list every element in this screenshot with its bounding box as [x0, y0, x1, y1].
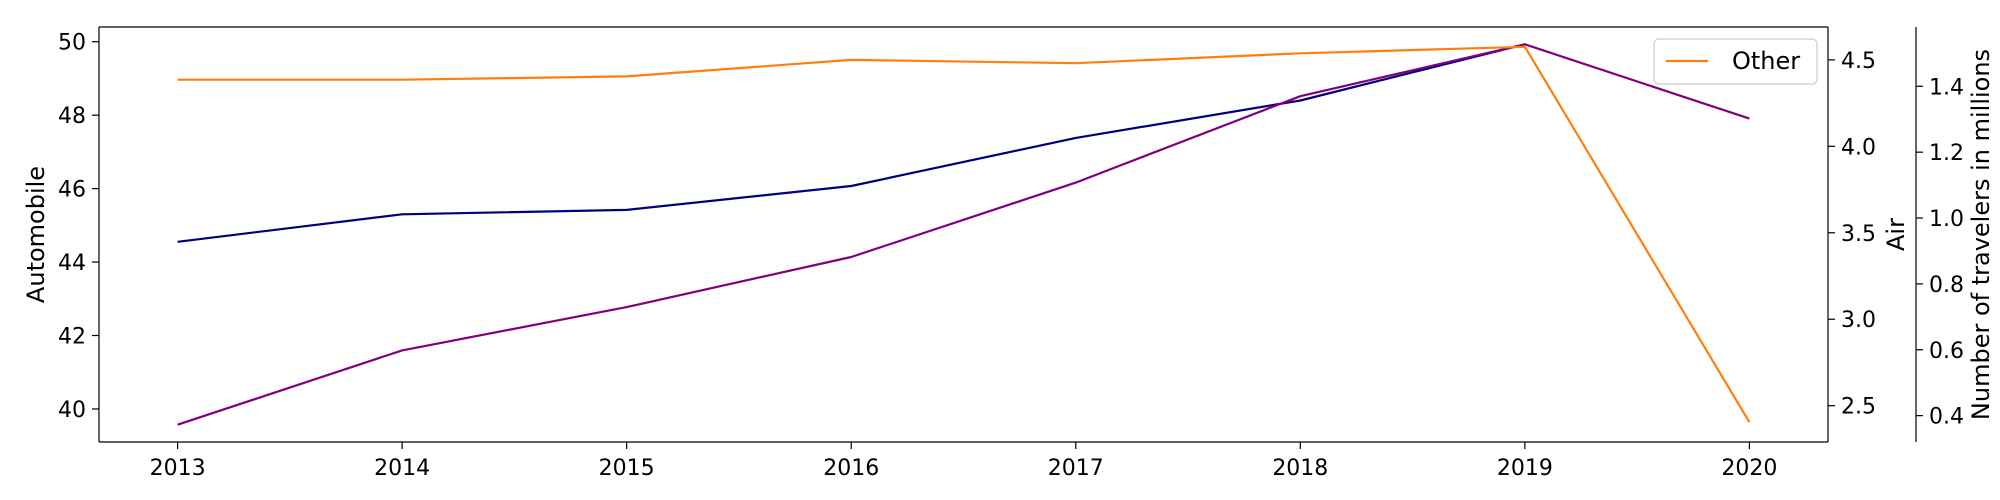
- x-tick-label: 2020: [1721, 456, 1777, 481]
- air-axis-title: Air: [1882, 218, 1910, 251]
- travelers-y-tick-label: 0.6: [1929, 339, 1964, 364]
- legend: Other: [1653, 38, 1818, 85]
- series-line-other: [177, 45, 1751, 423]
- series-line-automobile: [177, 43, 1526, 243]
- left-axis-title: Automobile: [22, 166, 50, 303]
- air-y-tick-label: 4.0: [1841, 135, 1876, 160]
- air-y-tick-label: 2.5: [1841, 395, 1876, 420]
- x-tick-label: 2016: [823, 456, 879, 481]
- x-tick-label: 2017: [1048, 456, 1104, 481]
- left-y-tick-label: 48: [58, 104, 86, 129]
- axes: 2013 2014 2015 2016 2017 2018 2019 2020 40 42 44 46…: [22, 26, 1995, 481]
- plot-area: [177, 43, 1751, 426]
- air-y-tick-label: 3.5: [1841, 222, 1876, 247]
- travelers-axis-title: Number of travelers in millions: [1967, 49, 1995, 420]
- left-y-tick-label: 40: [58, 398, 86, 423]
- travelers-y-tick-label: 1.4: [1929, 75, 1964, 100]
- left-y-tick-label: 50: [58, 31, 86, 56]
- x-tick-label: 2015: [599, 456, 655, 481]
- x-tick-label: 2013: [150, 456, 206, 481]
- left-y-tick-label: 46: [58, 178, 86, 203]
- left-y-tick-label: 42: [58, 324, 86, 349]
- travelers-y-tick-label: 0.4: [1929, 405, 1964, 430]
- travelers-y-tick-label: 1.0: [1929, 207, 1964, 232]
- travelers-y-tick-label: 1.2: [1929, 141, 1964, 166]
- left-y-tick-label: 44: [58, 251, 86, 276]
- x-tick-label: 2018: [1272, 456, 1328, 481]
- travelers-y-tick-label: 0.8: [1929, 273, 1964, 298]
- air-y-tick-label: 4.5: [1841, 49, 1876, 74]
- air-y-tick-label: 3.0: [1841, 308, 1876, 333]
- legend-label-other: Other: [1732, 47, 1800, 75]
- x-tick-label: 2019: [1497, 456, 1553, 481]
- x-tick-label: 2014: [374, 456, 430, 481]
- legend-box: [1653, 38, 1818, 85]
- series-line-air: [177, 43, 1750, 426]
